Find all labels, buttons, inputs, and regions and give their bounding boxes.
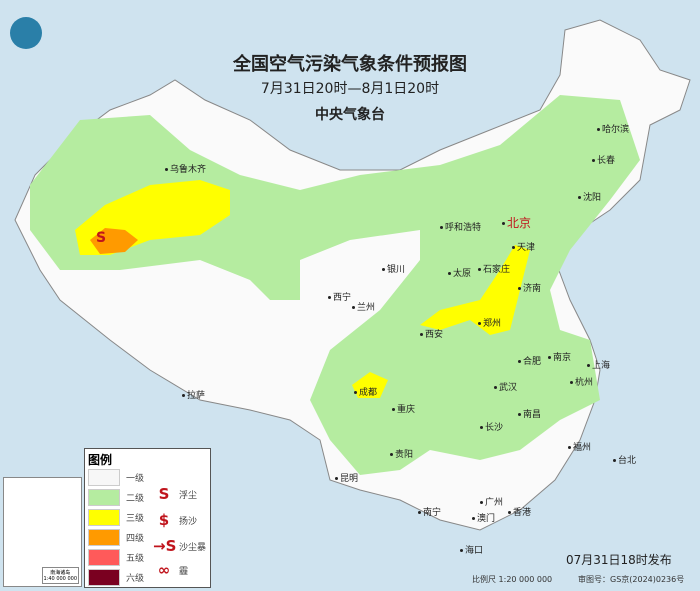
city-label: 沈阳 <box>578 190 601 203</box>
city-label: 武汉 <box>494 380 517 393</box>
city-label: 天津 <box>512 240 535 253</box>
city-label: 福州 <box>568 440 591 453</box>
legend-haze: ∞ 霾 <box>153 561 188 579</box>
city-label: 西宁 <box>328 290 351 303</box>
city-label: 呼和浩特 <box>440 220 481 233</box>
legend-floating-dust: S 浮尘 <box>153 485 197 503</box>
city-label: 成都 <box>354 385 377 398</box>
haze-icon: ∞ <box>157 561 171 579</box>
level4-xinjiang <box>90 228 138 254</box>
legend-level-3: 三级 <box>88 509 144 526</box>
city-label: 乌鲁木齐 <box>165 162 206 175</box>
city-label: 长春 <box>592 153 615 166</box>
city-label: 济南 <box>518 281 541 294</box>
inset-label: 南海诸岛 <box>50 570 71 576</box>
sandstorm-icon: →S <box>153 537 177 555</box>
legend-title: 图例 <box>88 453 113 467</box>
city-label: 拉萨 <box>182 388 205 401</box>
legend-level-4: 四级 <box>88 529 144 546</box>
legend: 图例 一级 二级 三级 四级 五级 六级 S 浮尘 $ 扬沙 →S 沙尘暴 ∞ 霾 <box>84 448 211 588</box>
city-label: 广州 <box>480 495 503 508</box>
city-label: 香港 <box>508 505 531 518</box>
city-label: 贵阳 <box>390 447 413 460</box>
city-label: 南昌 <box>518 407 541 420</box>
city-label: 石家庄 <box>478 262 510 275</box>
city-label: 昆明 <box>335 471 358 484</box>
city-label: 台北 <box>613 453 636 466</box>
city-label: 哈尔滨 <box>597 122 629 135</box>
city-label: 南宁 <box>418 505 441 518</box>
inset-scale: 1:40 000 000 <box>43 576 78 582</box>
floating-dust-icon: S <box>96 230 106 246</box>
city-label: 海口 <box>460 543 483 556</box>
city-label: 杭州 <box>570 375 593 388</box>
blowing-sand-icon: $ <box>158 511 170 529</box>
map-title: 全国空气污染气象条件预报图 <box>233 54 467 75</box>
city-label: 长沙 <box>480 420 503 433</box>
city-label-capital: 北京 <box>502 214 531 231</box>
city-label: 澳门 <box>472 511 495 524</box>
legend-level-1: 一级 <box>88 469 144 486</box>
south-china-sea-inset: 南海诸岛 1:40 000 000 <box>3 477 82 587</box>
city-label: 西安 <box>420 327 443 340</box>
legend-level-2: 二级 <box>88 489 144 506</box>
city-label: 银川 <box>382 262 405 275</box>
issuer: 中央气象台 <box>315 107 385 123</box>
cma-logo-icon <box>10 17 42 49</box>
city-label: 重庆 <box>392 402 415 415</box>
approval-number: 审图号：GS京(2024)0236号 <box>578 575 685 584</box>
legend-sandstorm: →S 沙尘暴 <box>153 537 207 555</box>
legend-blowing-sand: $ 扬沙 <box>153 511 197 529</box>
legend-level-5: 五级 <box>88 549 144 566</box>
city-label: 兰州 <box>352 300 375 313</box>
issue-time: 07月31日18时发布 <box>566 553 672 567</box>
city-label: 太原 <box>448 266 471 279</box>
map-scale: 比例尺 1:20 000 000 <box>472 575 553 584</box>
city-label: 合肥 <box>518 354 541 367</box>
legend-level-6: 六级 <box>88 569 144 586</box>
city-label: 南京 <box>548 350 571 363</box>
city-label: 郑州 <box>478 316 501 329</box>
forecast-period: 7月31日20时—8月1日20时 <box>260 81 440 97</box>
floating-dust-icon: S <box>158 485 170 503</box>
city-label: 上海 <box>587 358 610 371</box>
